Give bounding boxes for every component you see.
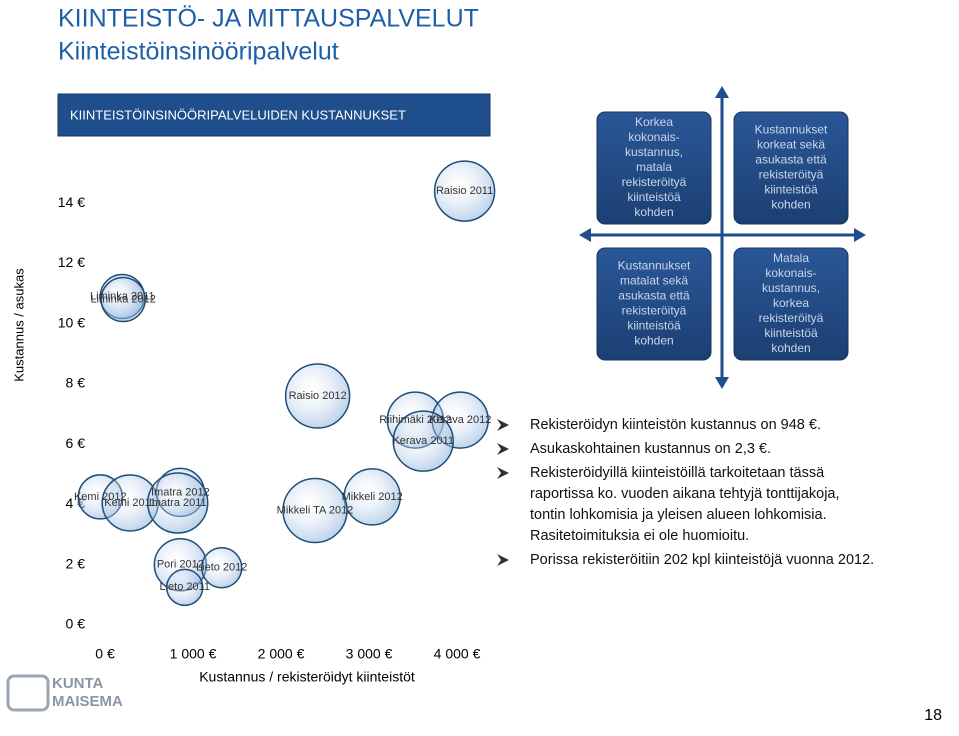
y-axis-title: Kustannus / asukas [11, 268, 26, 382]
bubble-label: Riihimäki 2012 [379, 414, 451, 426]
bubble [282, 477, 348, 544]
quadrant-text: kiinteistöä [764, 183, 818, 197]
quadrant-text: asukasta että [755, 153, 827, 167]
quadrant-text: rekisteröityä [759, 311, 824, 325]
title: KIINTEISTÖ- JA MITTAUSPALVELUT [58, 5, 479, 33]
y-tick-label: 8 € [66, 375, 86, 391]
bubble [200, 546, 243, 589]
quadrant-text: rekisteröityä [759, 168, 824, 182]
quadrant-box [733, 247, 849, 361]
arrow-head [854, 228, 866, 242]
quadrant-text: kohden [771, 341, 810, 355]
bubble-label: Imatra 2012 [151, 486, 210, 498]
bullet-text: raportissa ko. vuoden aikana tehtyjä ton… [530, 486, 840, 502]
logo-text: MAISEMA [52, 693, 123, 710]
bubble-label: Raisio 2012 [289, 390, 347, 402]
bubble-label: Kerava 2012 [429, 414, 491, 426]
chart-title: KIINTEISTÖINSINÖÖRIPALVELUIDEN KUSTANNUK… [70, 107, 406, 122]
y-tick-label: 6 € [66, 435, 86, 451]
bubble [146, 472, 209, 534]
bullet-text: Rasitetoimituksia ei ole huomioitu. [530, 528, 749, 544]
chart-header-box [57, 93, 491, 137]
bubble-label: Lieto 2012 [196, 562, 247, 574]
bubble-label: Raisio 2011 [436, 185, 493, 197]
bubble [284, 363, 351, 429]
x-tick-label: 1 000 € [170, 646, 217, 662]
quadrant-text: kiinteistöä [627, 190, 681, 204]
bubble-label: Kemi 2011 [104, 497, 156, 509]
quadrant-text: kustannus, [625, 145, 683, 159]
logo-icon [6, 674, 50, 712]
bubble-label: Mikkeli TA 2012 [277, 504, 354, 516]
quadrant-text: korkea [773, 296, 809, 310]
bullet-text: Rekisteröidyn kiinteistön kustannus on 9… [530, 417, 821, 433]
quadrant-text: Kustannukset [618, 259, 691, 273]
y-tick-label: 0 € [66, 616, 86, 632]
bubble-label: Liminka 2012 [90, 293, 155, 305]
bubble-label: Lieto 2011 [159, 581, 210, 593]
bullet-text: Rekisteröidyillä kiinteistöillä tarkoite… [530, 465, 825, 481]
bubble-label: Mikkeli 2012 [342, 491, 403, 503]
bullet-text: Asukaskohtainen kustannus on 2,3 €. [530, 441, 771, 457]
bubble-label: Kerava 2011 [392, 435, 454, 447]
x-tick-label: 2 000 € [258, 646, 305, 662]
bullet-marker [497, 554, 509, 566]
quadrant-text: Matala [773, 251, 809, 265]
page-number: 18 [924, 707, 942, 724]
subtitle: Kiinteistöinsinööripalvelut [58, 38, 339, 66]
quadrant-text: kokonais- [765, 266, 816, 280]
quadrant-text: kohden [634, 334, 673, 348]
bullet-marker [497, 467, 509, 479]
y-tick-label: 12 € [58, 254, 85, 270]
x-tick-label: 4 000 € [434, 646, 481, 662]
x-axis-title: Kustannus / rekisteröidyt kiinteistöt [199, 669, 415, 685]
bubble-label: Pori 2012 [157, 559, 204, 571]
y-tick-label: 10 € [58, 314, 85, 330]
logo-text: KUNTA [52, 675, 104, 692]
arrow-head [579, 228, 591, 242]
bubble-label: Imatra 2011 [149, 497, 207, 509]
bubble [100, 276, 146, 323]
bullet-marker [497, 443, 509, 455]
quadrant-text: asukasta että [618, 289, 690, 303]
quadrant-text: kustannus, [762, 281, 820, 295]
y-tick-label: 14 € [58, 194, 85, 210]
bullet-marker [497, 419, 509, 431]
quadrant-box [596, 247, 712, 361]
bullet-text: tontin lohkomisia ja yleisen alueen lohk… [530, 507, 827, 523]
x-tick-label: 3 000 € [346, 646, 393, 662]
quadrant-text: matalat sekä [620, 274, 688, 288]
bubble-label: Kemi 2012 [74, 491, 127, 503]
quadrant-text: Korkea [635, 115, 673, 129]
arrow-head [715, 377, 729, 389]
bullet-text: Porissa rekisteröitiin 202 kpl kiinteist… [530, 552, 874, 568]
quadrant-text: korkeat sekä [757, 138, 825, 152]
bubble [166, 568, 204, 607]
quadrant-text: rekisteröityä [622, 304, 687, 318]
quadrant-text: kiinteistöä [627, 319, 681, 333]
bubble-label: Liminka 2011 [90, 290, 155, 302]
quadrant-text: matala [636, 160, 672, 174]
quadrant-text: kiinteistöä [764, 326, 818, 340]
quadrant-text: kokonais- [628, 130, 679, 144]
x-tick-label: 0 € [95, 646, 115, 662]
quadrant-box [733, 111, 849, 225]
y-tick-label: 2 € [66, 555, 86, 571]
bubble [392, 410, 454, 472]
quadrant-text: rekisteröityä [622, 175, 687, 189]
bubble [433, 160, 496, 222]
quadrant-box [596, 111, 712, 225]
quadrant-text: Kustannukset [755, 123, 828, 137]
quadrant-text: kohden [634, 205, 673, 219]
arrow-head [715, 86, 729, 98]
quadrant-text: kohden [771, 198, 810, 212]
